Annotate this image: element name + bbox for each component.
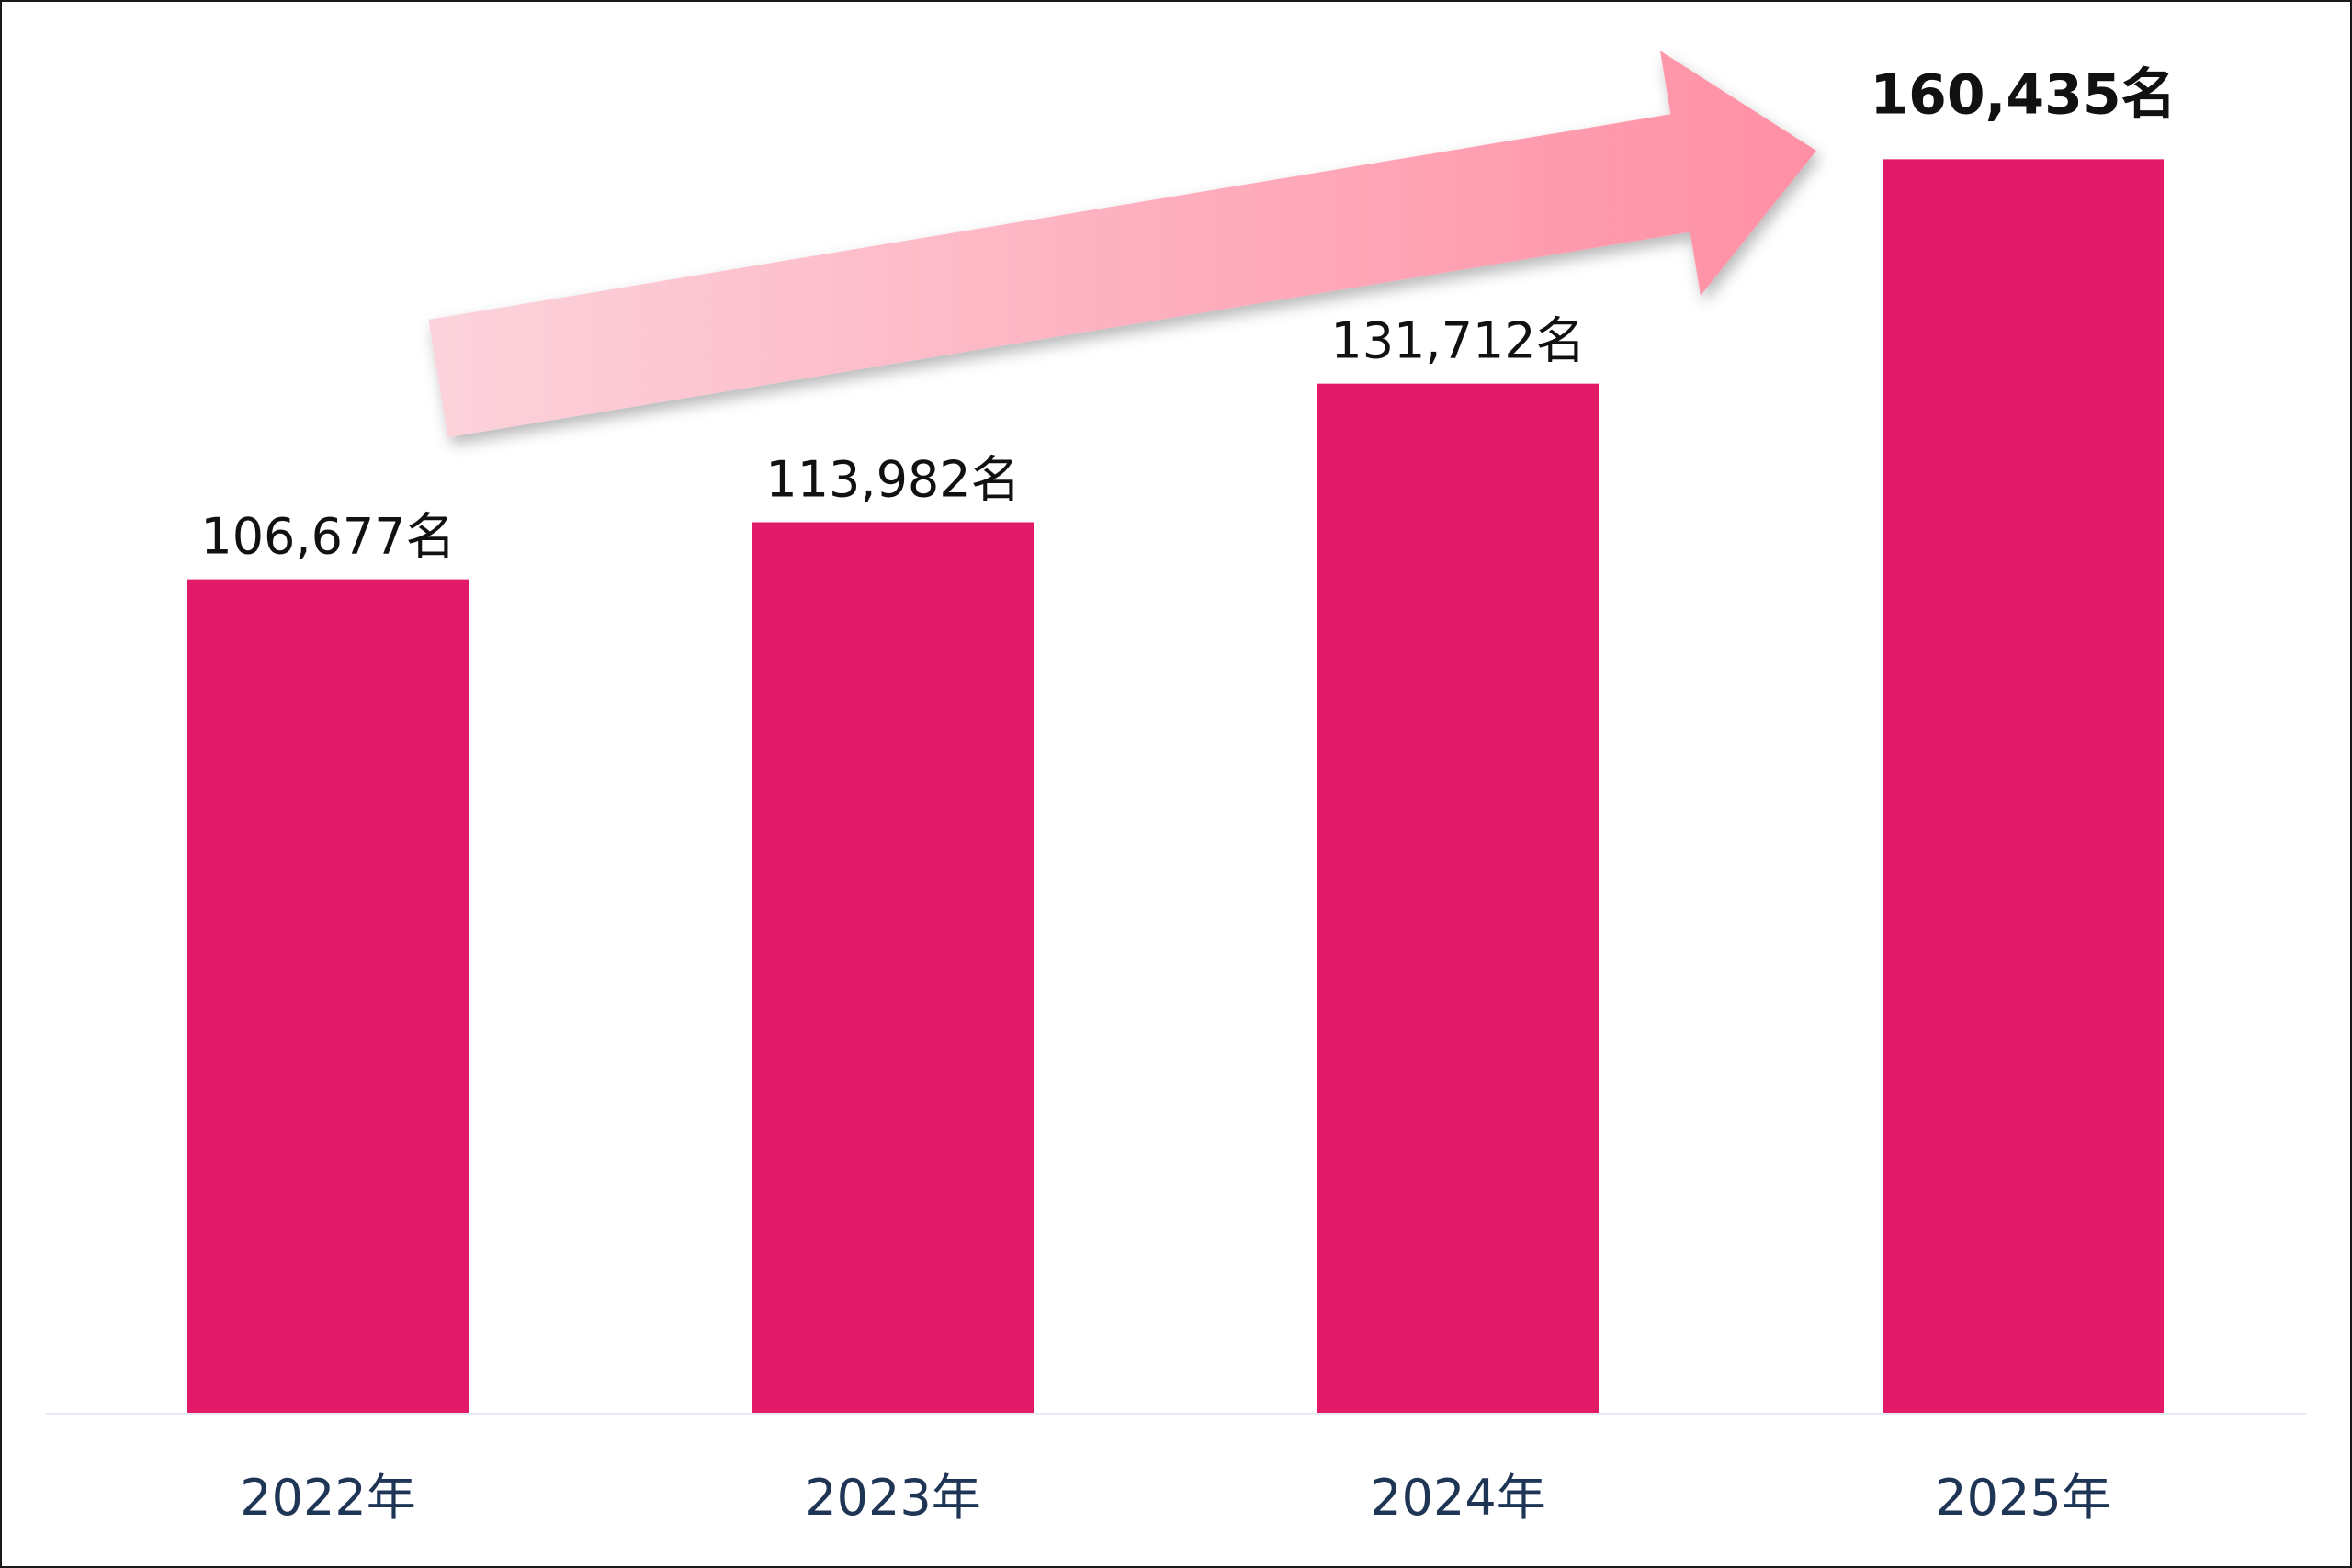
x-tick-label-1: 2023年 — [805, 1469, 980, 1527]
bar-0 — [187, 579, 469, 1413]
bar-1 — [752, 522, 1034, 1413]
x-tick-label-3: 2025年 — [1935, 1469, 2110, 1527]
bar-2 — [1317, 383, 1599, 1413]
x-tick-label-0: 2022年 — [240, 1469, 415, 1527]
data-label-2: 131,712名 — [1330, 312, 1585, 370]
x-tick-label-2: 2024年 — [1370, 1469, 1545, 1527]
data-label-1: 113,982名 — [765, 450, 1020, 508]
data-label-3: 160,435名 — [1870, 62, 2176, 127]
trend-arrow-icon — [428, 51, 1816, 438]
data-label-0: 106,677名 — [200, 508, 455, 566]
bar-3 — [1883, 159, 2164, 1413]
